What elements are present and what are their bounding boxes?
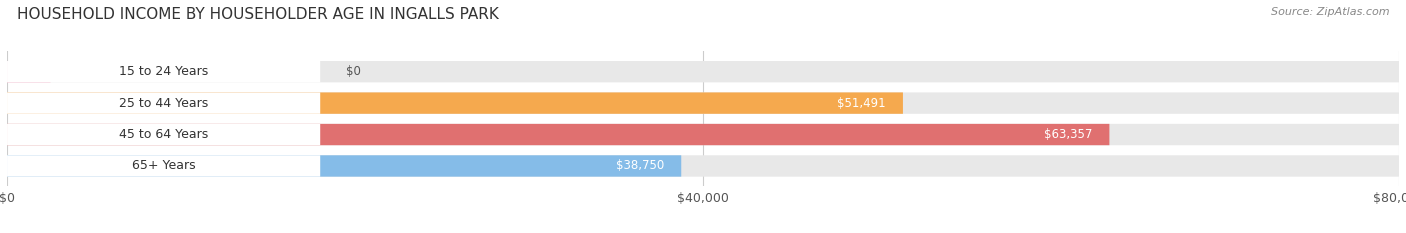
Text: 15 to 24 Years: 15 to 24 Years [120, 65, 208, 78]
FancyBboxPatch shape [7, 61, 1399, 82]
FancyBboxPatch shape [7, 61, 51, 82]
Text: $38,750: $38,750 [616, 159, 664, 172]
FancyBboxPatch shape [7, 155, 1399, 177]
FancyBboxPatch shape [7, 155, 682, 177]
FancyBboxPatch shape [7, 93, 903, 114]
FancyBboxPatch shape [7, 124, 1399, 145]
FancyBboxPatch shape [7, 93, 1399, 114]
Text: $51,491: $51,491 [837, 97, 886, 110]
FancyBboxPatch shape [7, 93, 321, 114]
Text: 25 to 44 Years: 25 to 44 Years [120, 97, 208, 110]
FancyBboxPatch shape [7, 124, 1109, 145]
FancyBboxPatch shape [7, 155, 321, 177]
Text: 65+ Years: 65+ Years [132, 159, 195, 172]
Text: 45 to 64 Years: 45 to 64 Years [120, 128, 208, 141]
Text: $63,357: $63,357 [1043, 128, 1092, 141]
Text: HOUSEHOLD INCOME BY HOUSEHOLDER AGE IN INGALLS PARK: HOUSEHOLD INCOME BY HOUSEHOLDER AGE IN I… [17, 7, 499, 22]
FancyBboxPatch shape [7, 124, 321, 145]
FancyBboxPatch shape [7, 61, 321, 82]
Text: $0: $0 [346, 65, 361, 78]
Text: Source: ZipAtlas.com: Source: ZipAtlas.com [1271, 7, 1389, 17]
